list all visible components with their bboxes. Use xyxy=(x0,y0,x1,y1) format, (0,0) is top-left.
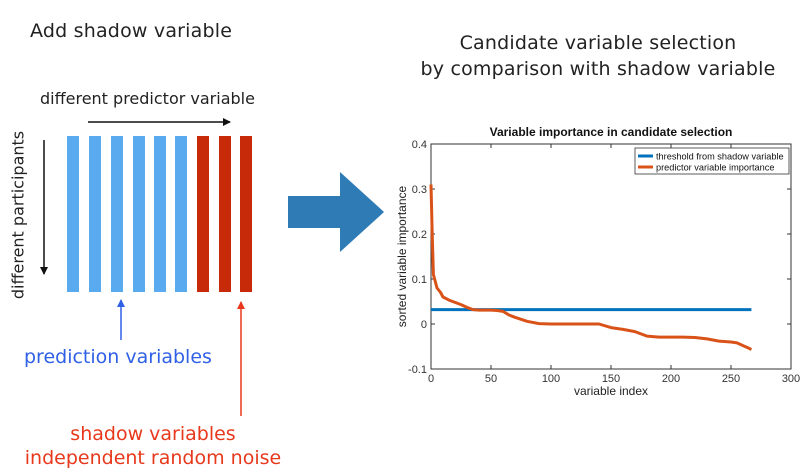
shadow-variable-bar xyxy=(197,136,209,292)
right-panel-title: Candidate variable selection by comparis… xyxy=(392,30,804,82)
shadow-variables-label: shadow variables independent random nois… xyxy=(0,422,306,470)
shadow-variable-bar xyxy=(240,136,252,292)
x-tick-label: 150 xyxy=(602,373,620,385)
importance-series-line xyxy=(429,184,753,351)
x-tick-label: 100 xyxy=(542,373,560,385)
prediction-variables-label: prediction variables xyxy=(24,346,212,368)
y-tick-label: 0.4 xyxy=(412,139,427,151)
prediction-variable-bar xyxy=(133,136,145,292)
predictor-axis-label: different predictor variable xyxy=(40,89,255,108)
right-title-line1: Candidate variable selection xyxy=(459,32,737,54)
shadow-variable-bar xyxy=(219,136,231,292)
y-tick-label: 0.2 xyxy=(412,229,427,241)
legend-entry-label: threshold from shadow variable xyxy=(656,152,784,162)
shadow-label-line1: shadow variables xyxy=(70,423,236,445)
y-tick-label: 0 xyxy=(421,319,427,331)
legend-entry-label: predictor variable importance xyxy=(656,163,774,173)
prediction-variable-bar xyxy=(67,136,79,292)
x-tick-label: 200 xyxy=(662,373,680,385)
y-tick-label: 0.1 xyxy=(412,274,427,286)
prediction-variable-bar xyxy=(154,136,166,292)
x-tick-label: 50 xyxy=(485,373,497,385)
prediction-variable-bar xyxy=(111,136,123,292)
shadow-label-line2: independent random noise xyxy=(24,447,282,469)
x-tick-label: 0 xyxy=(428,373,434,385)
x-tick-label: 300 xyxy=(782,373,800,385)
y-axis-label: sorted variable importance xyxy=(395,185,409,327)
legend-box xyxy=(634,147,790,175)
right-title-line2: by comparison with shadow variable xyxy=(420,58,776,80)
plot-area-frame xyxy=(430,143,792,370)
right-arrow-icon xyxy=(288,172,384,252)
x-axis-label: variable index xyxy=(574,384,648,398)
importance-chart: 0 50 100 150 200 250 300-0.100.10.20.30.4Varia… xyxy=(395,125,800,398)
chart-title: Variable importance in candidate selecti… xyxy=(490,125,733,139)
prediction-variable-bar xyxy=(175,136,187,292)
y-tick-label: 0.3 xyxy=(412,184,427,196)
y-tick-label: -0.1 xyxy=(408,364,427,376)
x-tick-label: 250 xyxy=(722,373,740,385)
left-panel-title: Add shadow variable xyxy=(30,20,233,42)
prediction-variable-bar xyxy=(89,136,101,292)
